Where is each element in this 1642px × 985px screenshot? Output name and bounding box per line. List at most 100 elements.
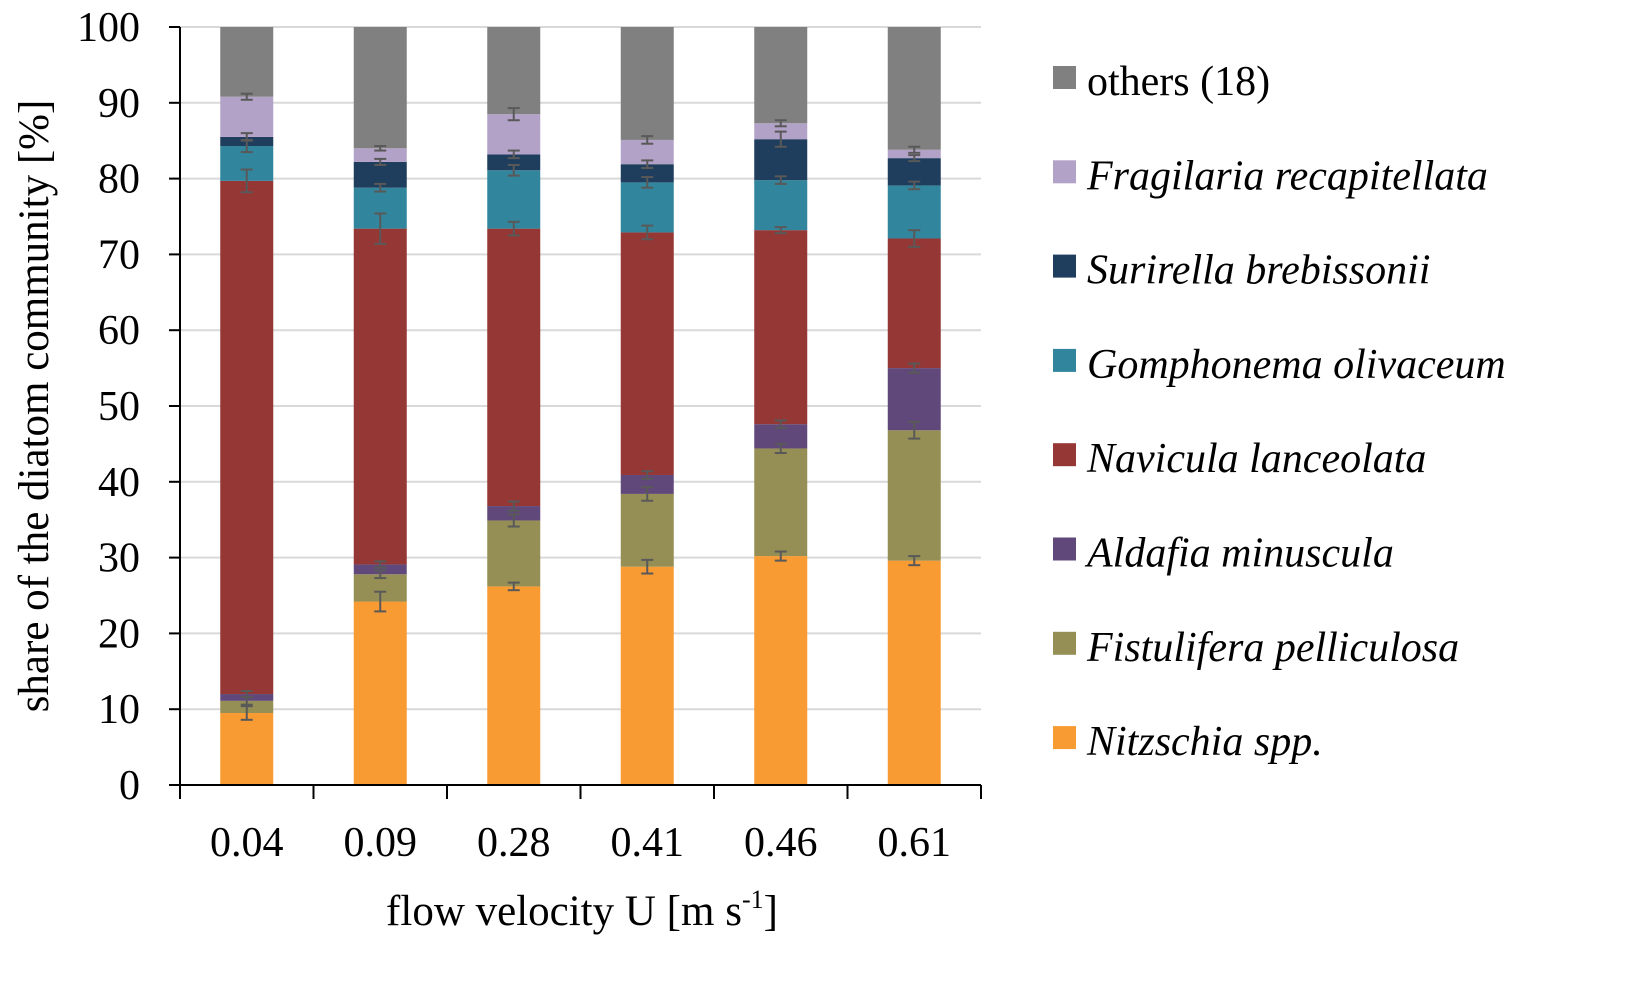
bar-segment xyxy=(487,506,541,521)
bar-segment xyxy=(353,564,407,575)
bar-segment xyxy=(754,27,808,124)
y-tick-label-90: 90 xyxy=(98,81,140,127)
x-axis-title-suffix: ] xyxy=(764,888,778,935)
y-axis-title: share of the diatom community [%] xyxy=(11,100,58,713)
legend-label: Surirella brebissonii xyxy=(1087,248,1430,294)
error-bar xyxy=(374,212,387,245)
error-bar xyxy=(507,500,520,512)
x-tick-label-0.61: 0.61 xyxy=(878,820,952,866)
bar-segment xyxy=(353,148,407,162)
error-bar xyxy=(507,107,520,122)
bar-segment xyxy=(887,430,941,561)
legend-item: Fistulifera pelliculosa xyxy=(1053,625,1459,671)
x-axis-title-main: flow velocity U [m s xyxy=(386,888,742,935)
x-tick-label-0.41: 0.41 xyxy=(611,820,685,866)
error-bar xyxy=(641,159,654,169)
legend-item: Nitzschia spp. xyxy=(1053,719,1323,765)
y-tick-labels: 0 10 20 30 40 50 60 70 80 90 100 xyxy=(77,5,180,809)
bar-segments xyxy=(220,27,941,785)
bar-segment xyxy=(754,556,808,785)
error-bar xyxy=(641,486,654,502)
legend-swatch xyxy=(1053,254,1076,278)
error-bar xyxy=(240,705,253,721)
x-tick-label-0.46: 0.46 xyxy=(744,820,818,866)
error-bar xyxy=(774,226,787,235)
bar-segment xyxy=(620,232,674,475)
error-bar xyxy=(908,180,921,191)
legend-swatch xyxy=(1053,348,1076,372)
legend-swatch xyxy=(1053,160,1076,184)
error-bars xyxy=(240,92,921,721)
bar-segment xyxy=(487,170,541,229)
legend-item: others (18) xyxy=(1053,59,1270,105)
error-bar xyxy=(374,157,387,166)
bar-segment xyxy=(620,474,674,494)
y-tick-label-10: 10 xyxy=(98,687,140,733)
legend-item: Aldafia minuscula xyxy=(1053,531,1394,577)
bar-segment xyxy=(620,164,674,183)
error-bar xyxy=(774,175,787,185)
error-bar xyxy=(774,130,787,148)
bar-segment xyxy=(887,368,941,431)
bar-segment xyxy=(220,712,274,785)
error-bar xyxy=(507,513,520,528)
y-tick-label-60: 60 xyxy=(98,308,140,354)
y-tick-label-50: 50 xyxy=(98,384,140,430)
legend-swatch xyxy=(1053,631,1076,655)
bar-segment xyxy=(487,228,541,507)
legend-item: Gomphonema olivaceum xyxy=(1053,342,1506,388)
legend-swatch xyxy=(1053,66,1076,89)
y-tick-label-20: 20 xyxy=(98,611,140,657)
x-tick-label-0.28: 0.28 xyxy=(477,820,551,866)
legend-swatch xyxy=(1053,726,1076,750)
error-bar xyxy=(908,145,921,154)
x-tick-labels: 0.04 0.09 0.28 0.41 0.46 0.61 xyxy=(179,785,982,866)
bar-segment xyxy=(220,180,274,695)
error-bar xyxy=(240,168,253,194)
legend: others (18) Fragilaria recapitellata Surir… xyxy=(1053,59,1506,765)
y-tick-label-40: 40 xyxy=(98,460,140,506)
error-bar xyxy=(774,419,787,429)
error-bar xyxy=(908,420,921,440)
error-bar xyxy=(374,145,387,152)
legend-label: Navicula lanceolata xyxy=(1086,436,1426,482)
error-bar xyxy=(774,442,787,454)
y-tick-label-80: 80 xyxy=(98,157,140,203)
error-bar xyxy=(641,176,654,189)
bar-segment xyxy=(487,586,541,785)
error-bar xyxy=(240,132,253,142)
y-tick-label-100: 100 xyxy=(77,5,140,51)
y-tick-label-70: 70 xyxy=(98,232,140,278)
error-bar xyxy=(774,550,787,562)
bar-segment xyxy=(887,238,941,369)
x-axis-title-superscript: -1 xyxy=(742,885,764,914)
bar-segment xyxy=(487,27,541,115)
bar-segment xyxy=(754,230,808,425)
bar-segment xyxy=(620,182,674,233)
y-tick-label-30: 30 xyxy=(98,536,140,582)
legend-item: Surirella brebissonii xyxy=(1053,248,1430,294)
error-bar xyxy=(507,163,520,177)
gridlines xyxy=(180,26,981,711)
legend-swatch xyxy=(1053,443,1076,467)
error-bar xyxy=(774,119,787,128)
bar-segment xyxy=(487,520,541,587)
bar-segment xyxy=(487,154,541,171)
error-bar xyxy=(641,470,654,480)
error-bar xyxy=(908,229,921,248)
bar-segment xyxy=(754,448,808,557)
bar-segment xyxy=(353,27,407,149)
legend-label: Aldafia minuscula xyxy=(1084,531,1394,577)
bar-segment xyxy=(620,566,674,785)
error-bar xyxy=(507,581,520,592)
error-bar xyxy=(507,149,520,160)
legend-item: Navicula lanceolata xyxy=(1053,436,1426,482)
bar-segment xyxy=(220,27,274,97)
error-bar xyxy=(908,362,921,374)
bar-segment xyxy=(353,601,407,785)
x-tick-label-0.09: 0.09 xyxy=(344,820,418,866)
bar-segment xyxy=(754,180,808,231)
bar-segment xyxy=(887,27,941,150)
bar-segment xyxy=(887,560,941,785)
